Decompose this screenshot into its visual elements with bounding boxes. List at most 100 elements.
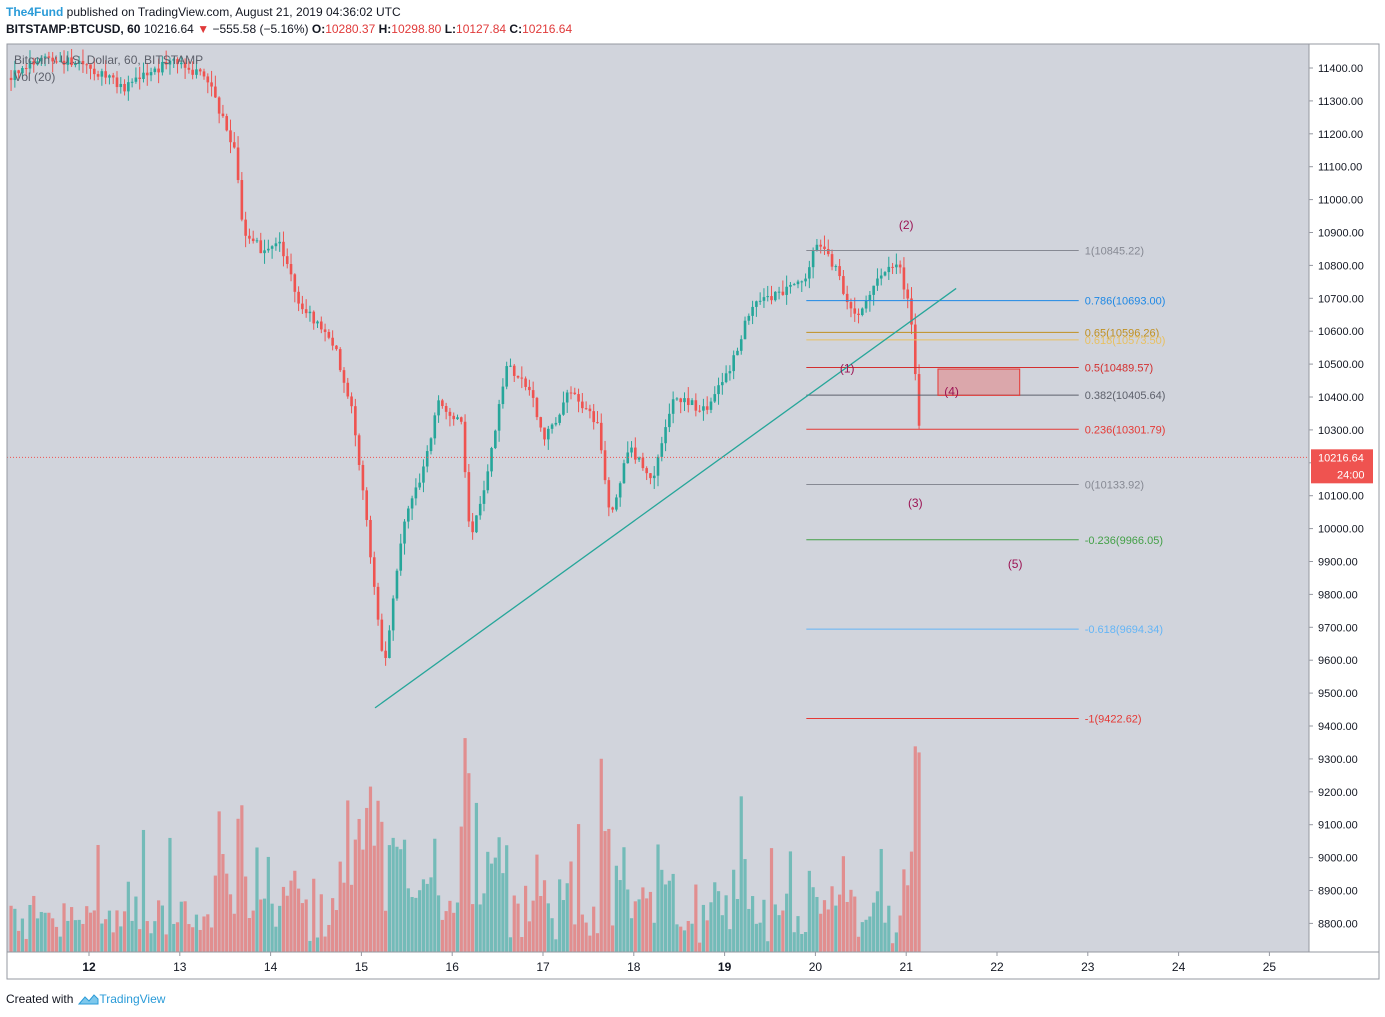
volume-bar (660, 869, 664, 952)
price-tick-label: 10400.00 (1318, 392, 1364, 404)
candle-body (161, 62, 164, 73)
candle-body (864, 300, 868, 309)
candle-body (789, 284, 792, 287)
price-tick-label: 9600.00 (1318, 655, 1358, 667)
volume-bar (463, 738, 467, 952)
volume-bar (406, 888, 410, 952)
volume-bar (251, 910, 255, 952)
volume-bar (595, 933, 600, 952)
candle-body (180, 62, 183, 65)
candle-body (671, 399, 675, 414)
volume-bar (732, 869, 736, 952)
volume-bar (890, 943, 895, 952)
volume-bar (516, 903, 520, 952)
candle-body (153, 68, 157, 73)
price-tick-label: 8800.00 (1318, 918, 1358, 930)
volume-bar (319, 894, 323, 952)
time-tick-label: 23 (1081, 960, 1095, 974)
volume-bar (236, 818, 240, 952)
volume-bar (648, 891, 653, 952)
volume-bar (486, 851, 490, 952)
volume-bar (153, 921, 157, 952)
candle-body (437, 400, 440, 416)
candle-body (92, 68, 96, 75)
volume-bar (191, 927, 195, 952)
candle-body (115, 77, 119, 88)
candle-body (255, 240, 259, 242)
volume-bar (353, 839, 357, 952)
annotations[interactable]: (1) (2) (3) (4) (5) (7, 218, 1309, 709)
tradingview-logo[interactable]: TradingView (77, 991, 165, 1007)
volume-bar (399, 849, 403, 952)
volume-bar (675, 924, 679, 952)
volume-bar (698, 942, 702, 952)
volume-bar (913, 746, 917, 952)
volume-bar (149, 933, 153, 952)
fib-level-label: 0.786(10693.00) (1085, 296, 1166, 308)
candle-body (898, 264, 902, 268)
price-tick-label: 11300.00 (1318, 96, 1363, 108)
candle-body (853, 308, 857, 314)
wave-label: (1) (840, 361, 855, 375)
volume-bar (54, 926, 59, 952)
candle-body (236, 147, 240, 181)
candle-body (747, 315, 751, 321)
candle-body (494, 430, 497, 449)
volume-bar (421, 879, 426, 952)
volume-bar (629, 918, 634, 952)
volume-bar (164, 934, 168, 952)
candle-body (47, 56, 51, 58)
volume-bar (327, 924, 331, 952)
candle-body (906, 289, 910, 299)
candle-body (467, 472, 471, 522)
candle-body (342, 370, 346, 383)
candle-body (857, 313, 860, 316)
volume-bar (611, 925, 615, 952)
volume-bar (357, 818, 361, 952)
candle-body (251, 238, 255, 242)
candle-body (698, 410, 701, 412)
candle-body (407, 508, 410, 522)
volume-bar (247, 918, 252, 952)
volume-bar (641, 887, 645, 952)
time-tick-label: 22 (990, 960, 1004, 974)
candle-body (164, 62, 168, 65)
candle-body (111, 75, 115, 78)
volume-bar (391, 837, 395, 952)
volume-bar (875, 891, 880, 952)
volume-bar (168, 837, 172, 952)
fib-level-label: 0.382(10405.64) (1085, 390, 1166, 402)
candle-body (217, 97, 221, 114)
volume-bar (580, 914, 584, 952)
candle-body (357, 435, 361, 465)
candle-body (43, 56, 47, 58)
publisher-name[interactable]: The4Fund (6, 5, 64, 19)
candle-body (652, 475, 656, 479)
candle-body (531, 390, 535, 398)
volume-bar (531, 900, 535, 952)
candle-body (323, 329, 327, 332)
published-text: published on TradingView.com, August 21,… (66, 5, 401, 19)
candle-body (365, 490, 368, 520)
time-tick-label: 16 (446, 960, 460, 974)
price-tick-label: 11200.00 (1318, 129, 1363, 141)
candle-body (32, 61, 36, 65)
fibonacci-retracement[interactable]: 1(10845.22) 0.786(10693.00) 0.65(10596.26)… (806, 246, 1165, 726)
candle-body (660, 443, 664, 457)
candle-body (702, 406, 705, 411)
volume-bar (213, 875, 217, 952)
time-axis[interactable] (7, 952, 1379, 979)
volume-bar (743, 859, 747, 952)
candle-body (138, 77, 141, 79)
plot-area[interactable] (7, 44, 1309, 952)
volume-bar (735, 899, 740, 952)
time-axis-ticks: 12 13 14 15 16 17 18 19 20 21 22 23 24 25 (82, 952, 1276, 974)
volume-bar (32, 895, 36, 952)
fib-level-label: -0.236(9966.05) (1085, 535, 1163, 547)
candle-body (584, 408, 588, 410)
candle-body (202, 71, 206, 77)
candle-body (229, 130, 232, 143)
price-axis[interactable] (1309, 44, 1379, 952)
candle-body (350, 396, 353, 407)
